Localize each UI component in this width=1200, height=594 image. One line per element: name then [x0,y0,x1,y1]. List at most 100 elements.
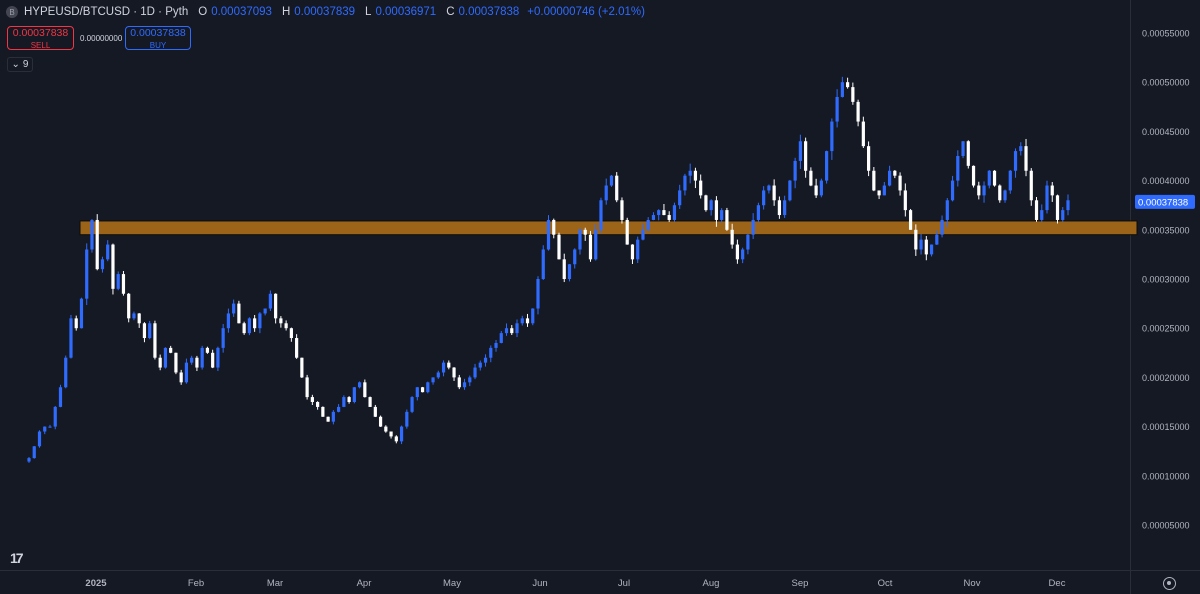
symbol-title[interactable]: HYPEUSD/BTCUSD · 1D · Pyth [24,6,189,18]
candle-body [877,190,881,196]
candle [247,317,251,336]
time-axis[interactable]: 2025 Feb Mar Apr May Jun Jul Aug Sep Oct Nov Dec [85,578,1065,589]
candle [935,230,939,245]
candle-body [200,347,204,368]
candle-body [58,387,63,407]
candle [730,223,734,249]
candle [420,386,425,393]
candle [1066,194,1070,216]
candle-body [573,249,577,265]
candle [316,401,320,410]
candle-body [289,328,293,339]
candle [594,224,598,261]
candle [578,228,582,255]
candle [1040,204,1044,222]
candle-body [64,357,68,388]
candle [851,82,855,105]
last-price-badge[interactable] [1135,194,1195,209]
candle [956,150,960,187]
candle-body [399,426,404,442]
candle-body [468,377,472,383]
candle [898,172,902,196]
candle [494,340,498,352]
price-tick-label: 0.00005000 [1142,521,1190,531]
candle [410,396,414,414]
candle-body [588,234,593,260]
price-tick-label: 0.00020000 [1142,373,1190,383]
candle-body [662,210,666,216]
candle [945,198,949,228]
buy-button[interactable]: 0.00037838 BUY [125,26,191,50]
open-label: O [198,6,208,18]
candle [741,247,745,264]
last-price-label: 0.00037838 [1138,197,1188,208]
price-tick-label: 0.00025000 [1142,324,1190,334]
candle-body [657,210,661,216]
candle-body [756,205,760,220]
candle [746,233,750,255]
chart-settings-gear-icon[interactable] [1163,577,1176,590]
candle-body [279,318,283,324]
candle-body [148,323,152,339]
candle-body [541,249,545,279]
support-zone-rectangle[interactable] [79,220,1138,236]
high-label: H [281,6,291,18]
candle [279,316,283,328]
candle-body [90,219,94,250]
candle [347,396,351,404]
candle-body [394,436,398,442]
candle-body [69,318,73,358]
sell-price: 0.00037838 [12,27,69,39]
candle-body [546,219,551,250]
candle [783,195,787,218]
tradingview-logo-icon[interactable]: 17 [10,550,24,566]
candle [872,166,876,192]
price-axis[interactable]: 0.00055000 0.00050000 0.00045000 0.00040000… [1142,29,1190,531]
candle-body [1040,210,1044,220]
candle-body [263,308,267,314]
candle [919,233,923,255]
candle [683,173,687,196]
candle-body [531,308,535,324]
candle-body [242,323,246,334]
candle-body [536,279,540,309]
exchange-badge-icon[interactable]: B [6,6,18,18]
candle-body [153,323,157,358]
candle [709,199,713,216]
candle [384,425,388,433]
candle-body [74,318,78,329]
candle-body [767,185,771,191]
candle [971,165,976,188]
candle [531,308,535,326]
candle [929,244,934,257]
candle-body [971,165,976,186]
candle [295,334,299,359]
candle-body [866,146,871,171]
candle-body [1008,170,1012,191]
candle-body [190,357,194,363]
candle [100,256,105,273]
candle-body [720,210,724,220]
candle-body [935,234,939,245]
candle-body [321,406,325,417]
candle-body [746,234,750,250]
candle [106,240,110,262]
candle [525,313,530,327]
candle-body [37,431,42,447]
candle-body [226,313,231,329]
candle [720,208,724,223]
candle-body [783,200,787,216]
indicators-toggle[interactable]: ⌄ 9 [7,57,33,72]
candle-body [777,200,781,216]
candle-body [79,298,84,329]
sell-button[interactable]: 0.00037838 SELL [7,26,74,50]
candle [620,197,624,224]
candle [169,345,173,354]
candle [284,320,288,331]
high-value: 0.00037839 [294,6,356,18]
candle-body [709,200,713,211]
candle-body [966,141,970,166]
candle-body [331,411,335,422]
